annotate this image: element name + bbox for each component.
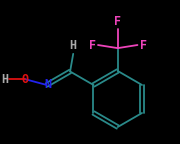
Text: F: F <box>114 15 121 28</box>
Text: F: F <box>140 38 147 52</box>
Text: N: N <box>44 78 51 91</box>
Text: H: H <box>70 39 77 52</box>
Text: H: H <box>1 73 8 86</box>
Text: O: O <box>21 73 28 86</box>
Text: F: F <box>89 38 96 52</box>
